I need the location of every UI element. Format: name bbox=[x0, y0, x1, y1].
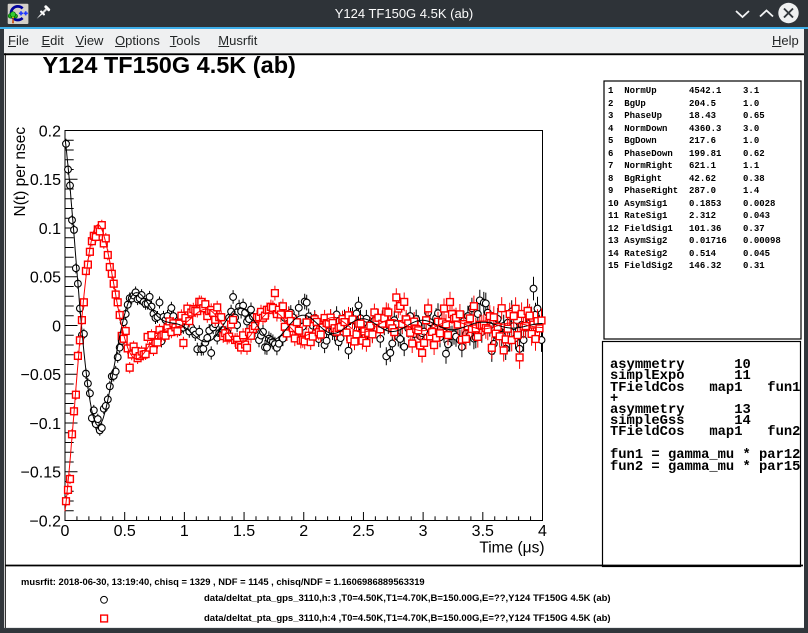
svg-text:1.5: 1.5 bbox=[233, 523, 255, 540]
svg-text:1: 1 bbox=[180, 523, 189, 540]
svg-text:0.05: 0.05 bbox=[30, 270, 61, 287]
svg-text:0.1: 0.1 bbox=[39, 221, 61, 238]
svg-text:0.2: 0.2 bbox=[39, 123, 61, 140]
svg-text:N(t) per nsec: N(t) per nsec bbox=[12, 127, 29, 217]
svg-text:Y124 TF150G 4.5K (ab): Y124 TF150G 4.5K (ab) bbox=[43, 52, 296, 78]
svg-text:0.15: 0.15 bbox=[30, 172, 61, 189]
svg-text:0: 0 bbox=[61, 523, 70, 540]
svg-text:0: 0 bbox=[52, 318, 61, 335]
svg-text:4: 4 bbox=[538, 523, 547, 540]
svg-text:2: 2 bbox=[299, 523, 308, 540]
svg-text:−0.1: −0.1 bbox=[29, 416, 61, 433]
svg-text:−0.2: −0.2 bbox=[29, 513, 61, 530]
svg-text:−0.15: −0.15 bbox=[21, 465, 62, 482]
svg-text:0.5: 0.5 bbox=[114, 523, 136, 540]
svg-text:3.5: 3.5 bbox=[472, 523, 494, 540]
svg-text:−0.05: −0.05 bbox=[21, 367, 62, 384]
svg-text:2.5: 2.5 bbox=[352, 523, 374, 540]
svg-text:3: 3 bbox=[419, 523, 428, 540]
svg-text:Time (μs): Time (μs) bbox=[479, 540, 544, 557]
